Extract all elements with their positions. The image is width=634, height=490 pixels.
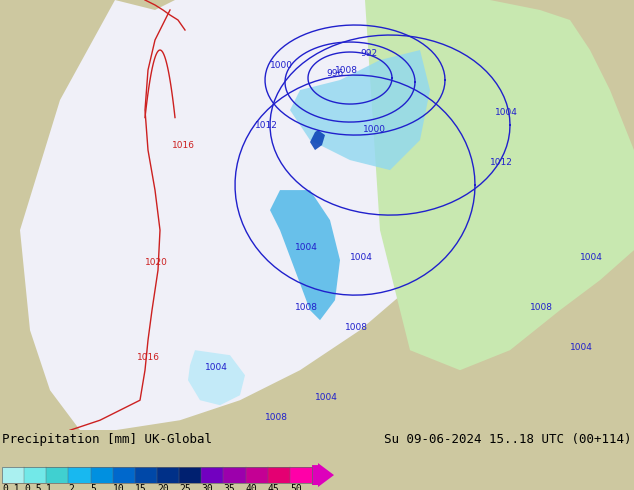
Text: 1016: 1016 [137,353,160,362]
Text: 1020: 1020 [145,258,168,267]
Text: 45: 45 [268,484,280,490]
Text: 1000: 1000 [270,61,293,70]
Bar [113,467,135,483]
Polygon shape [20,0,550,430]
Text: 1008: 1008 [295,303,318,312]
Polygon shape [270,190,340,320]
Text: 1000: 1000 [363,125,386,134]
Text: 996: 996 [326,69,343,78]
Text: Su 09-06-2024 15..18 UTC (00+114): Su 09-06-2024 15..18 UTC (00+114) [384,433,632,446]
Bar [179,467,202,483]
Bar [268,467,290,483]
Text: 1004: 1004 [315,393,338,402]
Polygon shape [365,0,634,370]
Text: 1004: 1004 [295,243,318,252]
Polygon shape [290,50,430,170]
Bar [46,467,68,483]
Text: 25: 25 [179,484,191,490]
Text: 50: 50 [290,484,302,490]
Text: Precipitation [mm] UK-Global: Precipitation [mm] UK-Global [2,433,212,446]
Text: 1004: 1004 [350,253,373,262]
Text: 1008: 1008 [345,323,368,332]
Text: 0.1: 0.1 [2,484,20,490]
Bar [157,467,179,483]
Text: 10: 10 [113,484,124,490]
Bar [223,467,246,483]
Text: 1008: 1008 [530,303,553,312]
Text: 20: 20 [157,484,169,490]
Text: 1: 1 [46,484,52,490]
Text: 1008: 1008 [335,66,358,75]
Bar [24,467,46,483]
Text: 2: 2 [68,484,74,490]
Text: 1004: 1004 [495,108,518,117]
Bar [91,467,113,483]
Text: 15: 15 [135,484,146,490]
Bar [201,467,224,483]
Bar [68,467,91,483]
Text: 40: 40 [245,484,257,490]
Text: 1016: 1016 [172,141,195,150]
Text: 992: 992 [360,49,377,58]
Text: 1004: 1004 [580,253,603,262]
Text: 0.5: 0.5 [24,484,42,490]
FancyArrow shape [312,463,334,487]
Bar [2,467,25,483]
Text: 30: 30 [201,484,213,490]
Polygon shape [310,130,325,150]
Text: 35: 35 [223,484,235,490]
Text: 1008: 1008 [265,413,288,422]
Text: 1012: 1012 [255,121,278,130]
Bar [290,467,313,483]
Text: 1012: 1012 [490,158,513,167]
Text: 5: 5 [91,484,96,490]
Polygon shape [188,350,245,405]
Bar [2,467,312,483]
Text: 1004: 1004 [570,343,593,352]
Bar [135,467,157,483]
Bar [245,467,268,483]
Text: 1004: 1004 [205,363,228,372]
